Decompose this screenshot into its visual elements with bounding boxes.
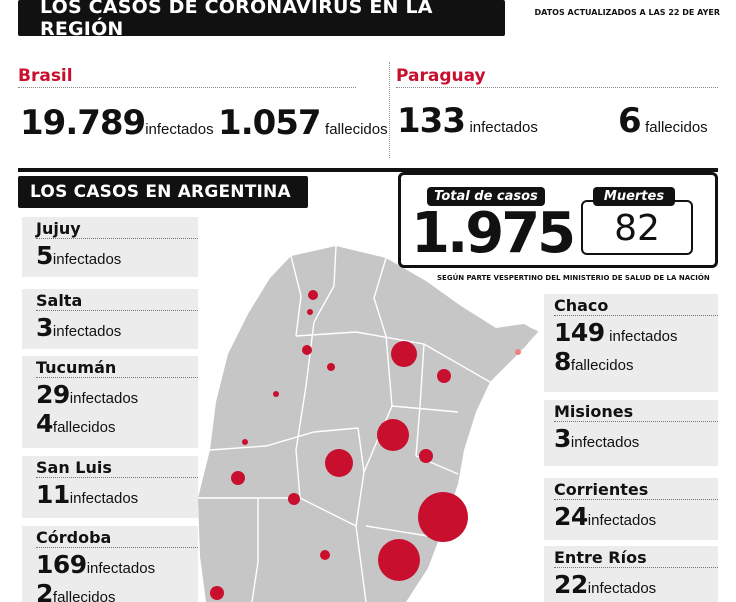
infected-count: 169 xyxy=(36,550,87,579)
infected-count: 5 xyxy=(36,241,53,270)
section-rule xyxy=(18,168,718,172)
deaths-label: fallecidos xyxy=(52,589,116,602)
paraguay-infected: 133 infectados xyxy=(397,101,538,141)
infected-label: infectados xyxy=(69,490,139,507)
province-infected: 169infectados xyxy=(36,550,198,579)
province-name: Jujuy xyxy=(36,219,198,239)
province-name: Tucumán xyxy=(36,358,198,378)
brasil-infected-count: 19.789 xyxy=(20,103,146,143)
total-cases-count: 1.975 xyxy=(411,201,576,266)
infected-count: 3 xyxy=(554,424,571,453)
province-infected: 149 infectados xyxy=(554,318,718,347)
province-deaths: 2fallecidos xyxy=(36,579,198,602)
brasil-stats: 19.789infectados 1.057 fallecidos xyxy=(20,103,388,143)
case-marker xyxy=(273,391,279,397)
infected-count: 3 xyxy=(36,313,53,342)
brasil-infected-label: infectados xyxy=(145,121,214,138)
case-marker xyxy=(325,449,353,477)
case-marker xyxy=(242,439,248,445)
infected-label: infectados xyxy=(69,390,139,407)
province-card-misiones: Misiones 3infectados xyxy=(544,400,718,466)
province-infected: 3infectados xyxy=(36,313,198,342)
infected-count: 29 xyxy=(36,380,70,409)
infected-label: infectados xyxy=(570,434,640,451)
case-marker xyxy=(437,369,451,383)
case-marker xyxy=(327,363,335,371)
province-infected: 11infectados xyxy=(36,480,198,509)
infected-count: 11 xyxy=(36,480,70,509)
case-marker xyxy=(391,341,417,367)
province-name: Salta xyxy=(36,291,198,311)
paraguay-infected-count: 133 xyxy=(397,101,466,141)
infected-label: infectados xyxy=(52,251,122,268)
country-name-paraguay: Paraguay xyxy=(396,66,718,88)
case-marker xyxy=(302,345,312,355)
infected-label: infectados xyxy=(609,328,678,345)
province-card-san-luis: San Luis 11infectados xyxy=(22,456,198,518)
province-infected: 29infectados xyxy=(36,380,198,409)
country-name-brasil: Brasil xyxy=(18,66,356,88)
case-marker xyxy=(307,309,313,315)
deaths-count: 2 xyxy=(36,579,53,602)
deaths-count: 4 xyxy=(36,409,53,438)
infected-label: infectados xyxy=(52,323,122,340)
argentina-section-title: LOS CASOS EN ARGENTINA xyxy=(18,176,308,208)
update-note: DATOS ACTUALIZADOS A LAS 22 DE AYER xyxy=(534,8,721,17)
source-note: SEGÚN PARTE VESPERTINO DEL MINISTERIO DE… xyxy=(437,274,710,282)
brasil-deaths-label: fallecidos xyxy=(325,121,388,138)
paraguay-deaths-label: fallecidos xyxy=(645,119,708,136)
province-infected: 24infectados xyxy=(554,502,718,531)
paraguay-deaths: 6 fallecidos xyxy=(618,101,708,141)
deaths-count: 8 xyxy=(554,347,571,376)
province-card-tucuman: Tucumán 29infectados 4fallecidos xyxy=(22,356,198,448)
deaths-label: fallecidos xyxy=(570,357,634,374)
province-name: Entre Ríos xyxy=(554,548,718,568)
brasil-deaths-count: 1.057 xyxy=(218,103,322,143)
province-deaths: 8fallecidos xyxy=(554,347,718,376)
province-card-entre-rios: Entre Ríos 22infectados xyxy=(544,546,718,602)
province-name: Corrientes xyxy=(554,480,718,500)
province-card-cordoba: Córdoba 169infectados 2fallecidos xyxy=(22,526,198,602)
deaths-label: fallecidos xyxy=(52,419,116,436)
case-marker xyxy=(419,449,433,463)
paraguay-infected-label: infectados xyxy=(469,119,538,136)
infected-count: 149 xyxy=(554,318,605,347)
case-marker xyxy=(377,419,409,451)
infected-label: infectados xyxy=(587,580,657,597)
deaths-label: Muertes xyxy=(593,187,675,206)
province-infected: 5infectados xyxy=(36,241,198,270)
argentina-map xyxy=(198,245,538,602)
province-deaths: 4fallecidos xyxy=(36,409,198,438)
infected-count: 24 xyxy=(554,502,588,531)
case-marker xyxy=(418,492,468,542)
infected-label: infectados xyxy=(587,512,657,529)
province-infected: 3infectados xyxy=(554,424,718,453)
case-marker xyxy=(231,471,245,485)
province-name: Córdoba xyxy=(36,528,198,548)
case-marker xyxy=(320,550,330,560)
province-infected: 22infectados xyxy=(554,570,718,599)
totals-box: Total de casos 1.975 Muertes 82 xyxy=(398,172,718,268)
deaths-count: 82 xyxy=(614,208,660,249)
province-name: Chaco xyxy=(554,296,718,316)
province-name: Misiones xyxy=(554,402,718,422)
case-marker xyxy=(308,290,318,300)
total-cases-label: Total de casos xyxy=(427,187,545,206)
infected-label: infectados xyxy=(86,560,156,577)
region-divider xyxy=(389,62,390,158)
province-card-chaco: Chaco 149 infectados 8fallecidos xyxy=(544,294,718,392)
province-card-jujuy: Jujuy 5infectados xyxy=(22,217,198,277)
case-marker xyxy=(515,349,521,355)
page-title: LOS CASOS DE CORONAVIRUS EN LA REGIÓN xyxy=(18,0,505,40)
province-card-salta: Salta 3infectados xyxy=(22,289,198,349)
province-card-corrientes: Corrientes 24infectados xyxy=(544,478,718,540)
province-name: San Luis xyxy=(36,458,198,478)
case-marker xyxy=(378,539,420,581)
case-marker xyxy=(288,493,300,505)
case-marker xyxy=(210,586,224,600)
paraguay-deaths-count: 6 xyxy=(618,101,642,141)
infected-count: 22 xyxy=(554,570,588,599)
